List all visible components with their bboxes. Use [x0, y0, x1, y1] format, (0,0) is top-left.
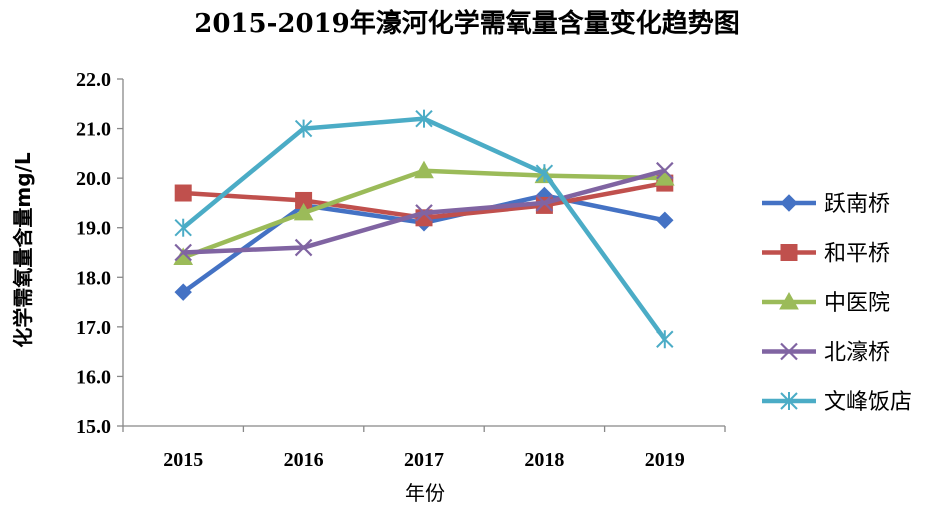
x-axis-label: 年份 — [405, 481, 445, 505]
data-point — [535, 164, 554, 183]
y-tick-label: 19.0 — [76, 218, 111, 240]
data-point — [656, 161, 674, 180]
series-2 — [174, 174, 674, 227]
data-point — [174, 243, 192, 262]
legend-label: 和平桥 — [824, 242, 890, 267]
data-point — [415, 204, 433, 222]
data-point — [174, 184, 192, 202]
legend-item: 文峰饭店 — [762, 390, 912, 415]
y-tick-label: 21.0 — [76, 119, 111, 141]
legend-label: 跃南桥 — [824, 192, 890, 217]
legend-label: 北濠桥 — [824, 341, 890, 366]
legend-label: 中医院 — [824, 291, 890, 316]
x-tick-label: 2017 — [404, 449, 444, 471]
data-point — [174, 218, 192, 237]
legend-swatch-marker — [779, 291, 799, 310]
data-point — [415, 109, 433, 128]
axes — [117, 78, 726, 432]
x-tick-label: 2016 — [284, 449, 324, 471]
legend-swatch-marker — [780, 244, 798, 261]
tick-labels: 15.0 16.0 17.0 18.0 19.0 20.0 21.0 22.0 2015 2016… — [76, 69, 685, 471]
legend-swatch-marker — [780, 342, 798, 361]
y-tick-label: 16.0 — [76, 366, 111, 388]
x-tick-label: 2015 — [163, 449, 203, 471]
legend-item: 北濠桥 — [762, 341, 890, 366]
legend-label: 文峰饭店 — [824, 390, 912, 415]
y-axis-label: 化学需氧量含量mg/L — [11, 152, 35, 347]
series-layer — [173, 109, 675, 349]
legend-swatch-marker — [780, 392, 798, 410]
data-point — [656, 330, 674, 349]
legend-item: 跃南桥 — [762, 192, 890, 217]
data-point — [293, 202, 314, 221]
y-tick-label: 17.0 — [76, 317, 111, 339]
data-point — [656, 211, 674, 229]
data-point — [654, 168, 675, 186]
series-4 — [174, 161, 674, 262]
legend-item: 中医院 — [762, 291, 890, 316]
x-tick-label: 2019 — [645, 449, 685, 471]
data-point — [174, 283, 192, 301]
chart-title: 2015-2019年濠河化学需氧量含量变化趋势图 — [194, 8, 740, 39]
y-tick-label: 22.0 — [76, 69, 111, 91]
legend-swatch-marker — [780, 194, 798, 212]
data-point — [535, 194, 554, 212]
x-tick-label: 2018 — [524, 449, 564, 471]
data-point — [294, 119, 313, 138]
legend-item: 和平桥 — [762, 242, 890, 267]
y-tick-label: 18.0 — [76, 267, 111, 289]
series-5 — [174, 109, 674, 349]
data-point — [294, 238, 313, 257]
y-tick-label: 15.0 — [76, 416, 111, 438]
data-point — [414, 160, 434, 179]
y-tick-label: 20.0 — [76, 168, 111, 190]
